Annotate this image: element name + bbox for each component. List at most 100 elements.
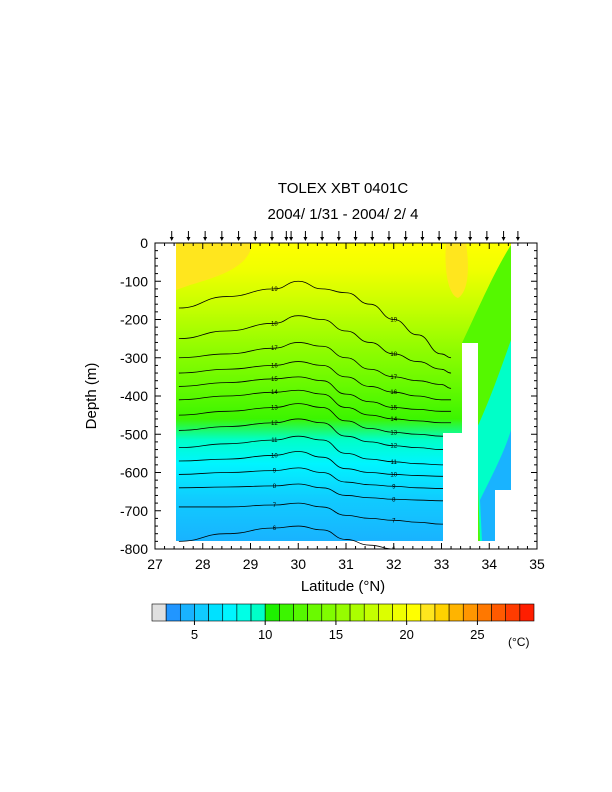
data-gap-far-north [495, 490, 511, 545]
isotherm-label: 8 [392, 497, 396, 503]
x-tick-label: 31 [338, 556, 354, 572]
colorbar-tick-label: 5 [191, 627, 198, 642]
isotherm-12 [178, 418, 452, 450]
x-tick-label: 33 [434, 556, 450, 572]
isotherm-label: 12 [271, 421, 278, 427]
colorbar-swatch [165, 603, 181, 622]
colorbar-swatch [335, 603, 351, 622]
station-marker-head [501, 237, 506, 241]
isotherm-19 [178, 280, 452, 359]
isotherm-18 [178, 315, 452, 374]
colorbar-swatch [321, 603, 337, 622]
station-marker-head [269, 237, 274, 241]
colorbar-swatch [406, 603, 422, 622]
colorbar-swatch [462, 603, 478, 622]
isotherm-14 [178, 389, 452, 424]
isotherm-label: 18 [390, 352, 397, 358]
y-tick-label: -500 [120, 426, 148, 442]
station-marker-head [169, 237, 174, 241]
isotherm-10 [178, 451, 452, 477]
isotherm-label: 11 [391, 460, 398, 466]
isotherm-label: 9 [273, 469, 277, 475]
colorbar: 5 10 15 20 25 [151, 603, 535, 642]
isotherm-label: 19 [271, 287, 278, 293]
station-marker-head [453, 237, 458, 241]
x-axis: 27 28 29 30 31 32 33 34 35 [147, 243, 545, 572]
isotherm-label: 16 [271, 363, 278, 369]
colorbar-swatch [477, 603, 492, 622]
station-marker-head [403, 237, 408, 241]
colorbar-tick-label: 15 [329, 627, 343, 642]
isotherm-label: 9 [392, 484, 396, 490]
colorbar-swatch [264, 603, 280, 622]
isotherm-6 [178, 525, 452, 549]
x-tick-label: 34 [481, 556, 497, 572]
temperature-field: 6677889910101111121213131414151516161717… [176, 243, 511, 549]
isotherm-16 [178, 361, 452, 401]
data-gap-north [462, 343, 478, 543]
station-marker-head [284, 237, 289, 241]
isotherm-label: 8 [273, 484, 277, 490]
y-axis: 0 -100 -200 -300 -400 -500 -600 -700 -800 [120, 235, 537, 557]
colorbar-swatch [250, 603, 266, 622]
isotherm-label: 13 [271, 405, 278, 411]
colorbar-swatch [363, 603, 379, 622]
isotherm-15 [178, 376, 452, 412]
isotherm-label: 17 [271, 346, 278, 352]
isotherm-label: 12 [390, 444, 397, 450]
colorbar-label: (°C) [508, 635, 529, 649]
station-marker-head [468, 237, 473, 241]
isotherm-label: 6 [273, 526, 277, 532]
data-gap-mid [443, 433, 463, 543]
warm-pocket-north [445, 243, 468, 298]
colorbar-swatch [349, 603, 365, 622]
isotherm-17 [178, 342, 452, 389]
colorbar-swatch [434, 603, 450, 622]
station-marker-head [219, 237, 224, 241]
colorbar-swatch [222, 603, 238, 622]
colorbar-swatch [505, 603, 521, 622]
isotherm-label: 7 [273, 503, 277, 509]
y-tick-label: -300 [120, 350, 148, 366]
isotherm-11 [178, 435, 452, 466]
isotherm-9 [178, 467, 452, 489]
x-tick-label: 28 [195, 556, 211, 572]
station-marker-head [484, 237, 489, 241]
isotherm-label: 17 [390, 375, 397, 381]
colorbar-swatch [279, 603, 294, 622]
station-markers [169, 231, 520, 241]
station-marker-head [420, 237, 425, 241]
colorbar-swatch [236, 603, 252, 622]
station-marker-head [303, 237, 308, 241]
x-tick-label: 29 [243, 556, 259, 572]
y-tick-label: -200 [120, 312, 148, 328]
x-tick-label: 35 [529, 556, 545, 572]
y-tick-label: -700 [120, 503, 148, 519]
x-tick-label: 27 [147, 556, 163, 572]
isotherm-lines: 6677889910101111121213131414151516161717… [178, 280, 452, 549]
colorbar-swatch [519, 603, 535, 622]
colorbar-tick-label: 20 [399, 627, 413, 642]
isotherm-label: 10 [390, 472, 397, 478]
isotherm-label: 14 [390, 417, 397, 423]
isotherm-7 [178, 502, 452, 525]
colorbar-swatch [151, 603, 167, 622]
x-tick-label: 30 [290, 556, 306, 572]
colorbar-swatch [194, 603, 209, 622]
y-tick-label: -100 [120, 273, 148, 289]
isotherm-label: 16 [390, 390, 397, 396]
station-marker-head [336, 237, 341, 241]
station-marker-head [370, 237, 375, 241]
isotherm-8 [178, 483, 452, 502]
colorbar-swatch [293, 603, 308, 622]
isotherm-label: 15 [390, 405, 397, 411]
station-marker-head [386, 237, 391, 241]
colorbar-swatch [179, 603, 195, 622]
warm-pocket-south [176, 243, 252, 290]
isotherm-label: 19 [390, 318, 397, 324]
colorbar-tick-label: 25 [470, 627, 484, 642]
isotherm-label: 10 [271, 453, 278, 459]
isotherm-13 [178, 403, 452, 437]
station-marker-head [289, 237, 294, 241]
chart-title: TOLEX XBT 0401C [278, 180, 409, 197]
